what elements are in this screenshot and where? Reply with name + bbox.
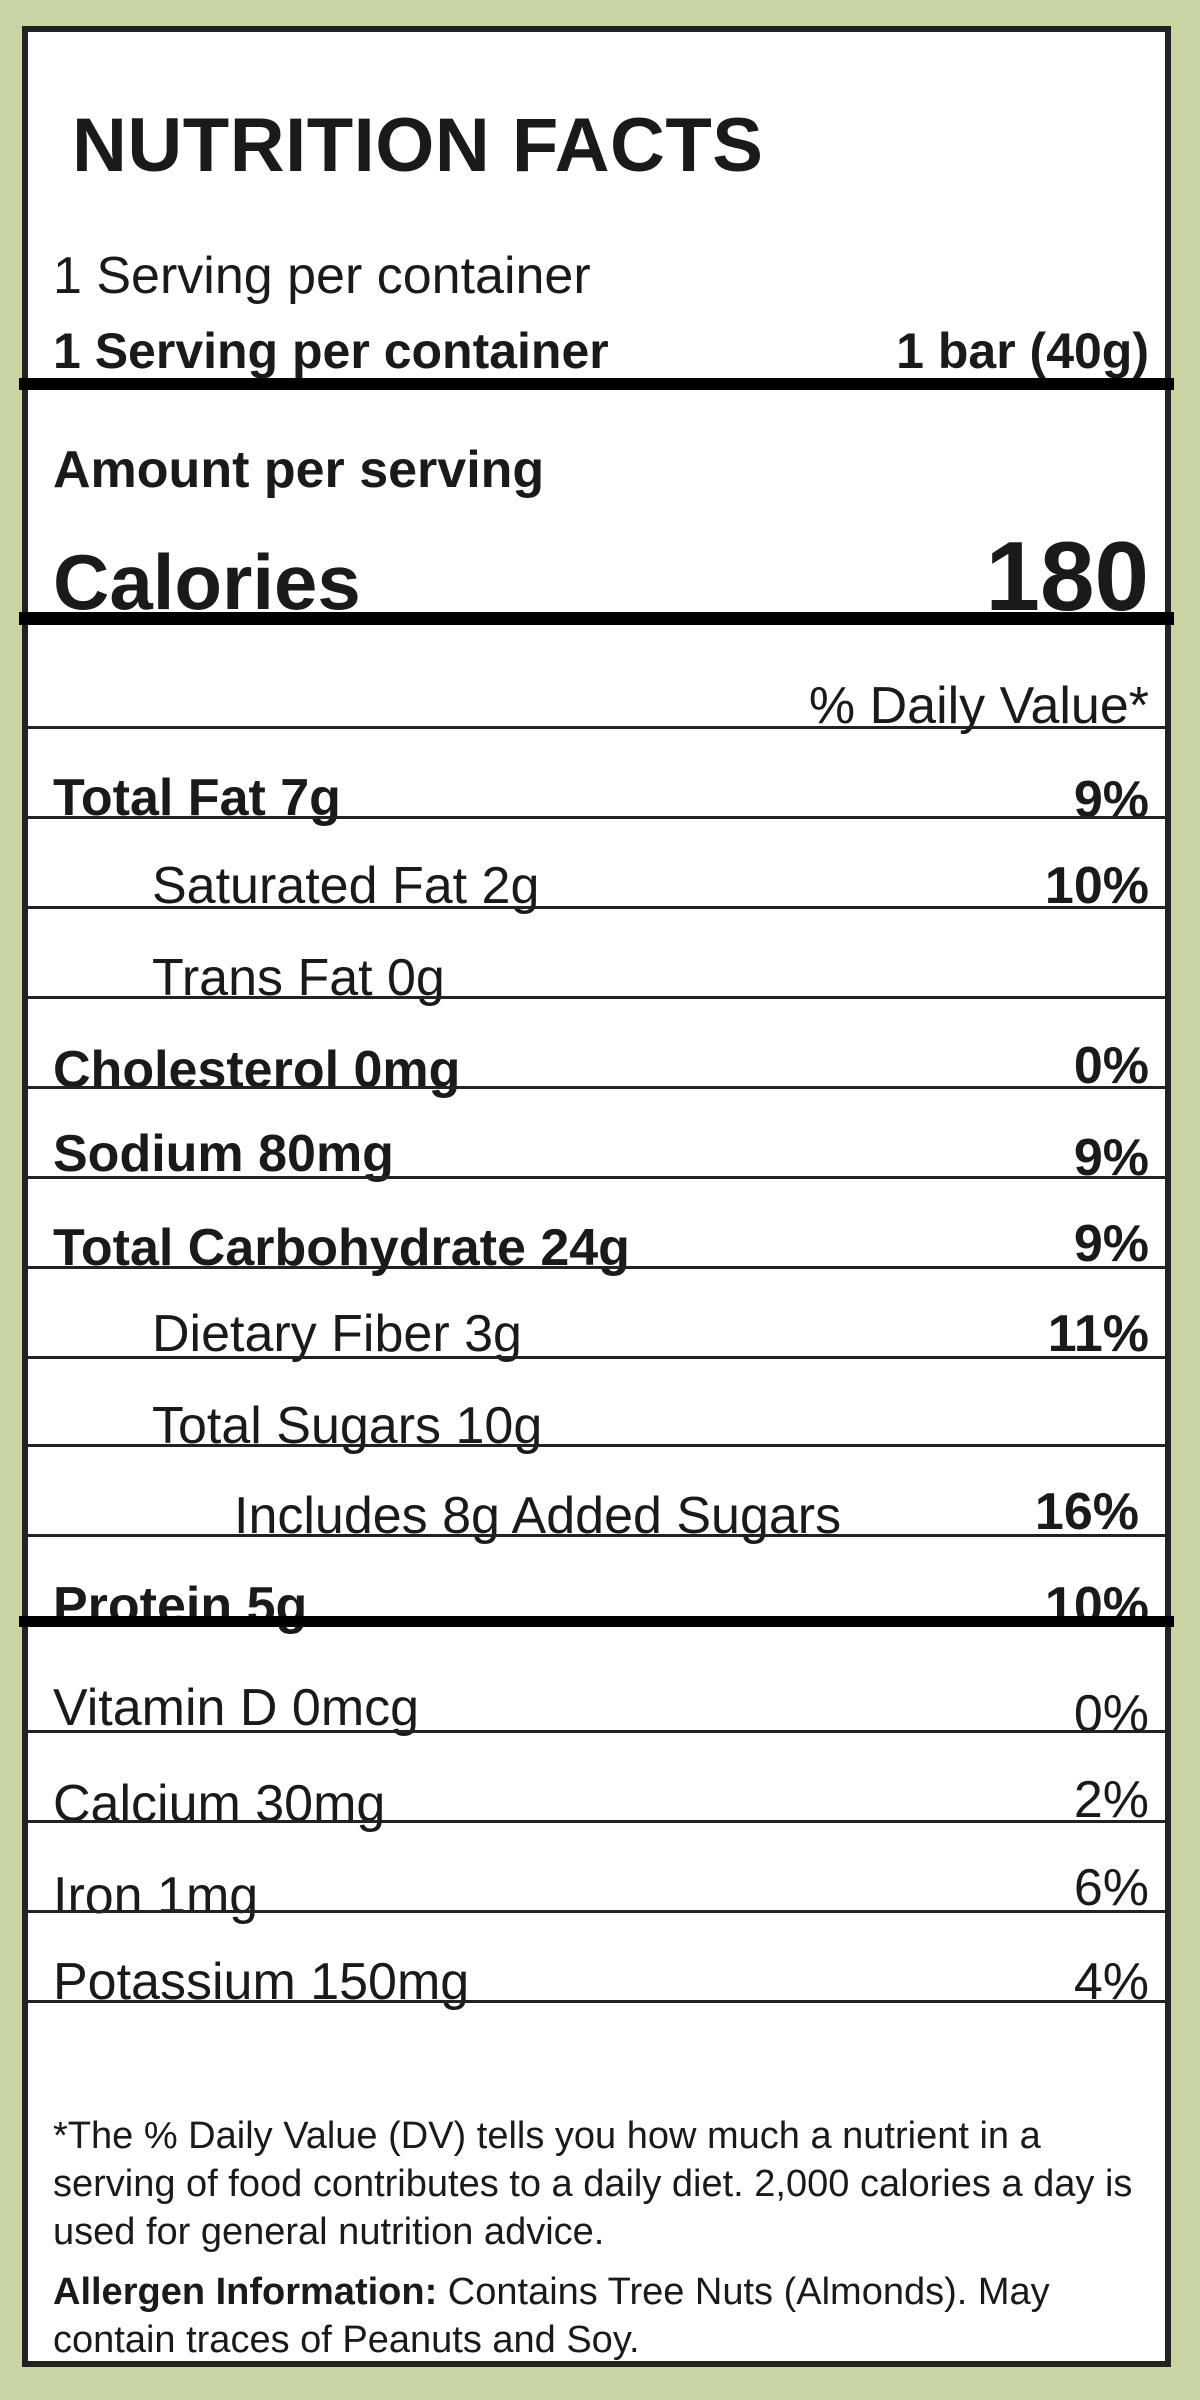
row-divider	[28, 1356, 1165, 1359]
serving-size: 1 bar (40g)	[896, 323, 1149, 379]
row-divider	[28, 726, 1165, 729]
daily-value-footnote: *The % Daily Value (DV) tells you how mu…	[53, 2115, 1133, 2253]
amount-per-serving: Amount per serving	[53, 441, 545, 499]
row-divider	[28, 1730, 1165, 1733]
thick-divider	[19, 612, 1174, 625]
servings-per-container: 1 Serving per container	[53, 247, 591, 305]
nutrient-name-added-sugars: Includes 8g Added Sugars	[234, 1487, 842, 1545]
row-divider	[28, 1820, 1165, 1823]
row-divider	[28, 906, 1165, 909]
nutrient-name-total-carbohydrate: Total Carbohydrate 24g	[53, 1219, 630, 1277]
allergen-text: Contains Tree Nuts (Almonds). May contai…	[53, 2271, 1050, 2361]
row-divider	[28, 1086, 1165, 1089]
row-divider	[28, 1176, 1165, 1179]
nutrient-name-protein: Protein 5g	[53, 1577, 308, 1635]
nutrient-dv-sodium: 9%	[1073, 1129, 1149, 1187]
nutrient-dv-dietary-fiber: 11%	[1047, 1305, 1149, 1363]
nutrient-dv-saturated-fat: 10%	[1044, 857, 1149, 915]
thick-divider	[19, 378, 1174, 390]
nutrient-name-total-sugars: Total Sugars 10g	[152, 1397, 543, 1455]
micronutrient-dv-vitamin-d: 0%	[1073, 1685, 1149, 1743]
nutrient-dv-protein: 10%	[1044, 1577, 1149, 1635]
row-divider	[28, 2000, 1165, 2003]
calories-label: Calories	[53, 538, 361, 626]
micronutrient-dv-calcium: 2%	[1073, 1771, 1149, 1829]
allergen-information: Allergen Information: Contains Tree Nuts…	[53, 2268, 1145, 2364]
row-divider	[28, 1910, 1165, 1913]
nutrient-name-saturated-fat: Saturated Fat 2g	[152, 857, 540, 915]
micronutrient-name-vitamin-d: Vitamin D 0mcg	[53, 1679, 420, 1737]
thick-divider	[19, 1616, 1174, 1627]
nutrient-name-dietary-fiber: Dietary Fiber 3g	[152, 1305, 522, 1363]
nutrient-name-sodium: Sodium 80mg	[53, 1125, 394, 1183]
micronutrient-name-iron: Iron 1mg	[53, 1867, 259, 1925]
row-divider	[28, 816, 1165, 819]
micronutrient-dv-iron: 6%	[1073, 1859, 1149, 1917]
micronutrient-dv-potassium: 4%	[1073, 1953, 1149, 2011]
nutrient-dv-added-sugars: 16%	[1034, 1483, 1139, 1541]
nutrient-name-trans-fat: Trans Fat 0g	[152, 949, 445, 1007]
label-title: NUTRITION FACTS	[72, 103, 764, 188]
serving-line-label: 1 Serving per container	[53, 323, 609, 379]
row-divider	[28, 996, 1165, 999]
row-divider	[28, 1266, 1165, 1269]
nutrient-name-cholesterol: Cholesterol 0mg	[53, 1041, 461, 1099]
nutrient-dv-total-fat: 9%	[1073, 771, 1149, 829]
nutrition-facts-label: NUTRITION FACTS 1 Serving per container …	[19, 26, 1174, 2367]
nutrient-dv-cholesterol: 0%	[1073, 1037, 1149, 1095]
micronutrient-name-potassium: Potassium 150mg	[53, 1953, 470, 2011]
nutrient-dv-total-carbohydrate: 9%	[1073, 1215, 1149, 1273]
daily-value-header: % Daily Value*	[808, 677, 1149, 735]
allergen-label: Allergen Information:	[53, 2271, 438, 2313]
nutrient-name-total-fat: Total Fat 7g	[53, 769, 341, 827]
micronutrient-name-calcium: Calcium 30mg	[53, 1775, 386, 1833]
row-divider	[28, 1534, 1165, 1537]
row-divider	[28, 1444, 1165, 1447]
